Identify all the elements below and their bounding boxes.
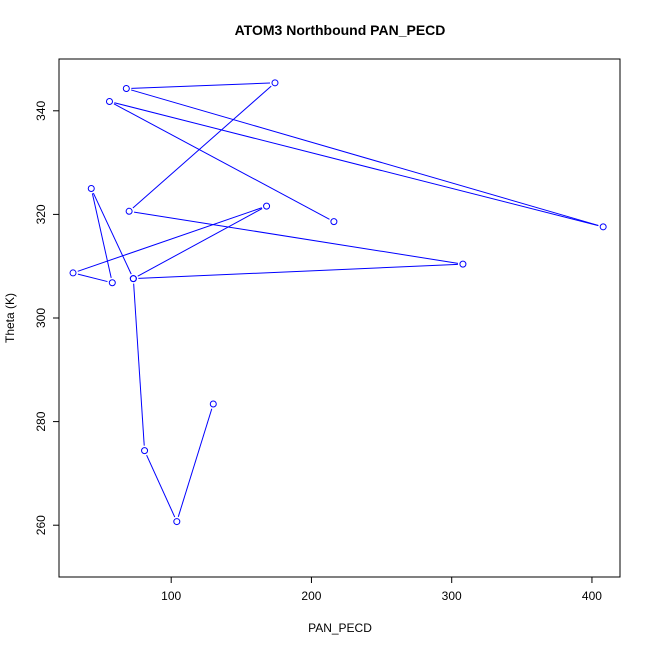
data-point	[105, 97, 113, 105]
y-tick-label: 260	[34, 515, 48, 535]
data-point	[87, 185, 95, 192]
series-layer	[69, 79, 607, 526]
y-tick-label: 320	[34, 204, 48, 224]
y-axis: 260 280 300 320 340	[34, 100, 59, 535]
data-point	[599, 223, 607, 231]
y-axis-label: Theta (K)	[3, 293, 17, 343]
data-point	[271, 79, 279, 87]
series-line-segment	[77, 207, 263, 272]
x-tick-label: 300	[442, 589, 462, 603]
x-tick-label: 100	[161, 589, 181, 603]
data-point	[173, 518, 181, 526]
data-point	[122, 85, 130, 93]
data-point	[129, 275, 137, 283]
series-line-segment	[113, 103, 330, 220]
series-line-segment	[77, 273, 108, 283]
data-point	[108, 279, 116, 287]
series-line-segment	[137, 208, 263, 277]
data-point	[330, 218, 338, 226]
series-line-segment	[146, 454, 176, 518]
series-line-segment	[130, 89, 599, 226]
y-tick-label: 300	[34, 308, 48, 328]
series-line-segment	[114, 102, 599, 227]
x-axis-label: PAN_PECD	[308, 621, 372, 635]
series-line-segment	[138, 263, 458, 279]
plot-area	[58, 58, 621, 578]
series-line-segment	[91, 193, 112, 279]
chart-title: ATOM3 Northbound PAN_PECD	[235, 22, 446, 38]
data-point	[141, 447, 149, 455]
data-point	[69, 269, 77, 277]
series-line-segment	[131, 82, 271, 89]
data-point	[125, 207, 133, 215]
series-line-segment	[177, 408, 213, 517]
data-point	[209, 400, 217, 408]
series-line-segment	[133, 211, 459, 264]
series-line-segment	[92, 192, 132, 275]
y-tick-label: 280	[34, 411, 48, 431]
data-point	[459, 260, 467, 268]
x-tick-label: 200	[301, 589, 321, 603]
x-tick-label: 400	[582, 589, 602, 603]
data-point	[263, 202, 271, 210]
series-line-segment	[133, 283, 145, 446]
y-tick-label: 340	[34, 100, 48, 120]
series-line-segment	[132, 85, 272, 209]
x-axis: 100 200 300 400	[161, 577, 602, 603]
